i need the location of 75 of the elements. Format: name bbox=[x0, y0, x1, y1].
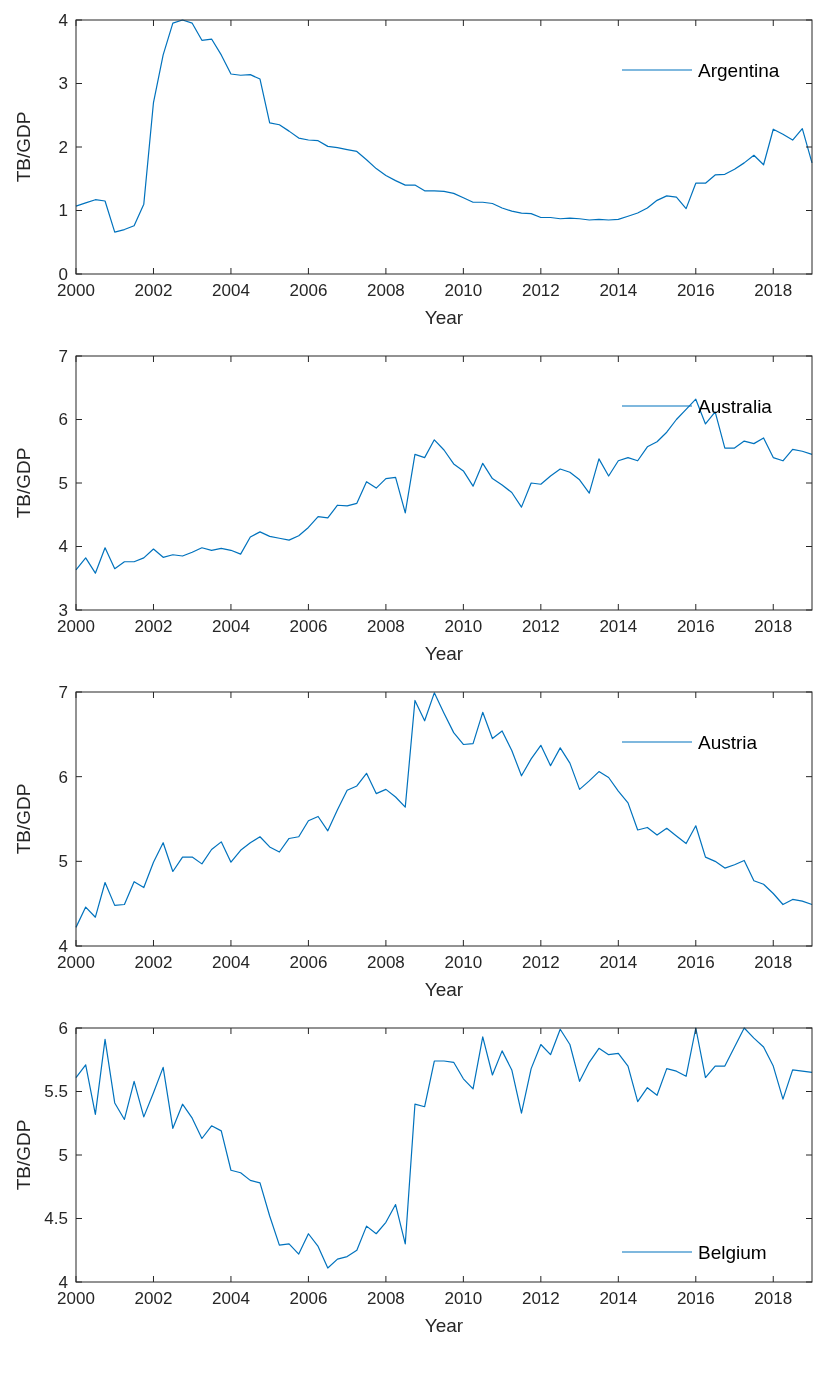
y-tick-label: 4 bbox=[58, 936, 68, 956]
y-tick-label: 6 bbox=[58, 410, 68, 430]
y-tick-label: 7 bbox=[58, 682, 68, 702]
x-axis-title: Year bbox=[424, 1315, 464, 1336]
y-tick-label: 2 bbox=[58, 137, 68, 157]
line-series bbox=[75, 398, 813, 574]
x-tick-label: 2006 bbox=[289, 1289, 328, 1308]
x-tick-label: 2018 bbox=[754, 617, 793, 636]
x-tick-label: 2014 bbox=[599, 1289, 638, 1308]
legend-label: Austria bbox=[698, 731, 758, 753]
x-tick-label: 2008 bbox=[366, 953, 405, 972]
y-axis-title: TB/GDP bbox=[13, 783, 34, 855]
y-tick-label: 4.5 bbox=[44, 1209, 68, 1229]
y-axis-title: TB/GDP bbox=[13, 111, 34, 183]
x-tick-label: 2004 bbox=[212, 1289, 250, 1308]
x-tick-label: 2018 bbox=[754, 281, 793, 300]
y-tick-label: 5 bbox=[58, 852, 68, 872]
x-tick-label: 2008 bbox=[366, 1289, 405, 1308]
x-tick-label: 2010 bbox=[444, 953, 483, 972]
line-series bbox=[75, 692, 813, 928]
x-tick-label: 2012 bbox=[521, 1289, 560, 1308]
x-tick-label: 2010 bbox=[444, 617, 483, 636]
x-tick-label: 2012 bbox=[521, 617, 560, 636]
x-tick-label: 2006 bbox=[289, 617, 328, 636]
x-tick-label: 2002 bbox=[134, 953, 173, 972]
x-tick-label: 2018 bbox=[754, 953, 793, 972]
x-tick-label: 2002 bbox=[134, 617, 173, 636]
x-tick-label: 2006 bbox=[289, 953, 328, 972]
x-axis-title: Year bbox=[424, 307, 464, 328]
x-tick-label: 2014 bbox=[599, 617, 638, 636]
legend-label: Belgium bbox=[698, 1241, 767, 1263]
y-tick-label: 1 bbox=[58, 201, 68, 221]
y-tick-label: 4 bbox=[58, 1272, 68, 1292]
line-series bbox=[75, 1027, 813, 1269]
x-tick-label: 2000 bbox=[57, 953, 95, 972]
y-axis-title: TB/GDP bbox=[13, 447, 34, 519]
y-tick-label: 6 bbox=[58, 1018, 68, 1038]
x-tick-label: 2002 bbox=[134, 1289, 173, 1308]
line-series bbox=[75, 19, 813, 233]
x-tick-label: 2016 bbox=[676, 1289, 715, 1308]
x-tick-label: 2018 bbox=[754, 1289, 793, 1308]
y-tick-label: 4 bbox=[58, 537, 68, 557]
x-axis-title: Year bbox=[424, 979, 464, 1000]
x-tick-label: 2004 bbox=[212, 617, 250, 636]
x-tick-label: 2004 bbox=[212, 281, 250, 300]
x-tick-label: 2008 bbox=[366, 617, 405, 636]
legend-label: Argentina bbox=[698, 59, 780, 81]
x-tick-label: 2006 bbox=[289, 281, 328, 300]
y-tick-label: 5 bbox=[58, 473, 68, 493]
y-tick-label: 4 bbox=[58, 10, 68, 30]
x-tick-label: 2010 bbox=[444, 1289, 483, 1308]
x-tick-label: 2014 bbox=[599, 953, 638, 972]
y-tick-label: 7 bbox=[58, 346, 68, 366]
x-tick-label: 2010 bbox=[444, 281, 483, 300]
x-tick-label: 2016 bbox=[676, 617, 715, 636]
x-tick-label: 2000 bbox=[57, 281, 95, 300]
y-tick-label: 6 bbox=[58, 767, 68, 787]
x-tick-label: 2012 bbox=[521, 281, 560, 300]
legend-label: Australia bbox=[698, 395, 773, 417]
x-tick-label: 2016 bbox=[676, 281, 715, 300]
x-tick-label: 2004 bbox=[212, 953, 250, 972]
x-tick-label: 2000 bbox=[57, 1289, 95, 1308]
x-tick-label: 2000 bbox=[57, 617, 95, 636]
x-axis-title: Year bbox=[424, 643, 464, 664]
y-tick-label: 5 bbox=[58, 1145, 68, 1165]
y-tick-label: 0 bbox=[58, 264, 68, 284]
y-tick-label: 3 bbox=[58, 600, 68, 620]
x-tick-label: 2016 bbox=[676, 953, 715, 972]
x-tick-label: 2014 bbox=[599, 281, 638, 300]
x-tick-label: 2012 bbox=[521, 953, 560, 972]
y-tick-label: 5.5 bbox=[44, 1082, 68, 1102]
y-tick-label: 3 bbox=[58, 74, 68, 94]
x-tick-label: 2002 bbox=[134, 281, 173, 300]
y-axis-title: TB/GDP bbox=[13, 1119, 34, 1191]
x-tick-label: 2008 bbox=[366, 281, 405, 300]
